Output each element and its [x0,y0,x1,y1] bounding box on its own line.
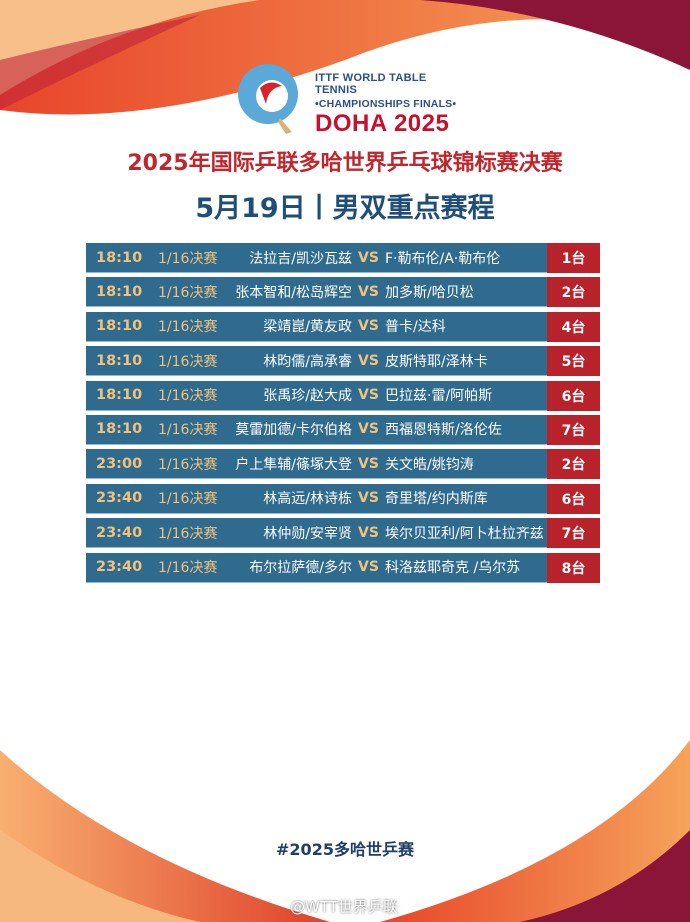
table-number: 5台 [547,346,600,377]
page-title: 2025年国际乒联多哈世界乒乓球锦标赛决赛 [127,151,563,176]
vs-label: VS [358,455,379,472]
team1: 户上隼辅/篠塚大登 [235,456,352,473]
vs-label: VS [358,318,379,335]
team2: 关文皓/姚钧涛 [385,456,474,473]
match-round: 1/16决赛 [158,250,218,267]
match-round: 1/16决赛 [158,284,218,301]
match-round: 1/16决赛 [158,353,218,370]
match-time: 23:40 [96,559,143,576]
vs-label: VS [358,387,379,404]
match-time: 18:10 [96,387,143,404]
table-row: 18:10 1/16决赛 林昀儒/高承睿 VS 皮斯特耶/泽林卡 5台 [86,346,600,377]
vs-label: VS [358,490,379,507]
logo-line3: DOHA 2025 [315,110,450,137]
table-row: 18:10 1/16决赛 张本智和/松岛辉空 VS 加多斯/哈贝松 2台 [86,277,600,308]
match-round: 1/16决赛 [158,388,218,405]
q-logo-icon [238,64,298,134]
logo-line2: •CHAMPIONSHIPS FINALS• [315,98,457,110]
match-round: 1/16决赛 [158,319,218,336]
team1: 张禹珍/赵大成 [263,388,352,405]
table-row: 23:40 1/16决赛 林仲勋/安宰贤 VS 埃尔贝亚利/阿卜杜拉齐兹 7台 [86,518,600,549]
logo-line1: ITTF WORLD TABLE TENNIS [315,72,427,96]
schedule-table: 18:10 1/16决赛 法拉吉/凯沙瓦兹 VS F·勒布伦/A·勒布伦 1台 1… [86,243,600,587]
watermark: @WTT世界乒联 [290,898,398,916]
team2: 西福恩特斯/洛伦佐 [385,422,502,439]
vs-label: VS [358,283,379,300]
team1: 布尔拉萨德/多尔 [249,560,352,577]
team2: F·勒布伦/A·勒布伦 [385,250,501,267]
team2: 皮斯特耶/泽林卡 [385,353,488,370]
table-row: 23:00 1/16决赛 户上隼辅/篠塚大登 VS 关文皓/姚钧涛 2台 [86,449,600,480]
event-logo: ITTF WORLD TABLE TENNIS •CHAMPIONSHIPS F… [230,58,470,137]
table-number: 2台 [547,277,600,308]
table-row: 18:10 1/16决赛 莫雷加德/卡尔伯格 VS 西福恩特斯/洛伦佐 7台 [86,414,600,445]
team1: 张本智和/松岛辉空 [235,284,352,301]
match-round: 1/16决赛 [158,456,218,473]
vs-label: VS [358,524,379,541]
team1: 莫雷加德/卡尔伯格 [235,422,352,439]
table-number: 2台 [547,449,600,480]
match-round: 1/16决赛 [158,560,218,577]
vs-label: VS [358,352,379,369]
table-row: 18:10 1/16决赛 法拉吉/凯沙瓦兹 VS F·勒布伦/A·勒布伦 1台 [86,243,600,273]
match-time: 23:40 [96,490,143,507]
vs-label: VS [358,421,379,438]
team2: 奇里塔/约内斯库 [385,491,488,508]
vs-label: VS [358,249,379,266]
table-number: 7台 [547,518,600,549]
table-number: 1台 [547,243,600,273]
team1: 林高远/林诗栋 [263,491,352,508]
team2: 埃尔贝亚利/阿卜杜拉齐兹 [385,525,544,542]
page-subtitle: 5月19日丨男双重点赛程 [195,193,495,224]
table-number: 6台 [547,380,600,411]
team2: 普卡/达科 [385,319,446,336]
match-time: 23:40 [96,524,143,541]
match-round: 1/16决赛 [158,525,218,542]
match-time: 18:10 [96,283,143,300]
table-number: 6台 [547,483,600,514]
match-time: 18:10 [96,421,143,438]
table-row: 18:10 1/16决赛 张禹珍/赵大成 VS 巴拉兹·雷/阿帕斯 6台 [86,380,600,411]
team1: 林仲勋/安宰贤 [263,525,352,542]
team2: 巴拉兹·雷/阿帕斯 [385,388,493,405]
team2: 加多斯/哈贝松 [385,284,474,301]
table-number: 4台 [547,311,600,342]
match-time: 23:00 [96,455,143,472]
table-number: 8台 [547,552,600,583]
hashtag: #2025多哈世乒赛 [276,840,414,859]
match-time: 18:10 [96,318,143,335]
team2: 科洛兹耶奇克 /乌尔苏 [385,560,521,577]
team1: 林昀儒/高承睿 [263,353,352,370]
team1: 梁靖崑/黄友政 [263,319,352,336]
team1: 法拉吉/凯沙瓦兹 [249,250,352,267]
table-number: 7台 [547,414,600,445]
match-time: 18:10 [96,249,143,266]
match-time: 18:10 [96,352,143,369]
match-round: 1/16决赛 [158,491,218,508]
table-row: 23:40 1/16决赛 林高远/林诗栋 VS 奇里塔/约内斯库 6台 [86,483,600,514]
table-row: 23:40 1/16决赛 布尔拉萨德/多尔 VS 科洛兹耶奇克 /乌尔苏 8台 [86,552,600,583]
vs-label: VS [358,559,379,576]
match-round: 1/16决赛 [158,422,218,439]
table-row: 18:10 1/16决赛 梁靖崑/黄友政 VS 普卡/达科 4台 [86,311,600,342]
